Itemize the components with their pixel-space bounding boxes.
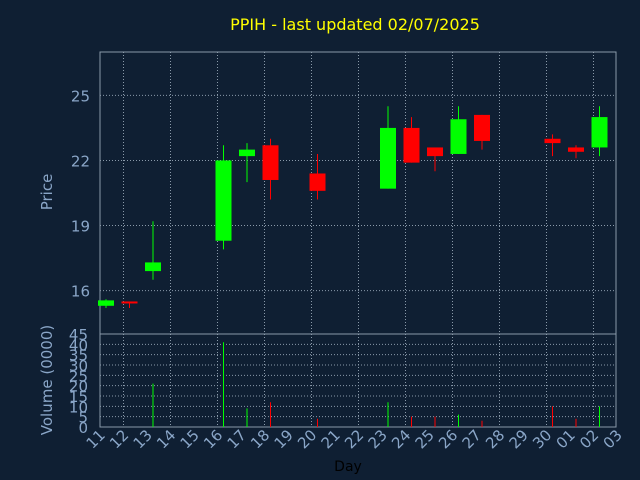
x-tick-label: 16 [200, 426, 226, 452]
volume-tick-label: 10 [69, 398, 88, 416]
price-tick-label: 22 [71, 152, 90, 170]
volume-tick-label: 0 [78, 419, 88, 437]
volume-tick-label: 15 [69, 388, 88, 406]
candle-body [450, 119, 467, 154]
candle-body [239, 149, 255, 157]
x-tick-label: 02 [576, 426, 602, 452]
volume-tick-label: 40 [69, 336, 88, 354]
x-tick-label: 24 [388, 426, 414, 452]
x-axis: 1112131415161718192021222324252627282930… [83, 426, 626, 452]
chart-title: PPIH - last updated 02/07/2025 [230, 15, 480, 34]
candle-body [474, 114, 490, 141]
x-tick-label: 18 [247, 426, 273, 452]
volume-tick-label: 5 [78, 409, 88, 427]
price-panel: 16 19 22 25 [71, 51, 617, 335]
price-tick-label: 25 [71, 87, 90, 105]
candle-body [309, 173, 326, 191]
x-tick-label: 13 [130, 426, 156, 452]
volume-tick-label: 25 [69, 367, 88, 385]
price-tick-label: 16 [71, 283, 90, 301]
candle-body [98, 300, 114, 306]
candle-body [568, 147, 584, 152]
x-tick-label: 23 [365, 426, 391, 452]
volume-tick-label: 30 [69, 357, 88, 375]
x-tick-label: 22 [341, 426, 367, 452]
x-tick-label: 20 [294, 426, 320, 452]
volume-tick-label: 45 [69, 326, 88, 344]
volume-tick-label: 35 [69, 347, 88, 365]
candle-body [121, 301, 138, 304]
volume-tick-label: 20 [69, 378, 88, 396]
candle-body [215, 160, 232, 241]
candle-body [380, 127, 396, 189]
candle-body [403, 127, 420, 163]
x-tick-label: 03 [600, 426, 626, 452]
x-tick-label: 30 [529, 426, 555, 452]
price-axis-label: Price [38, 174, 56, 211]
candle-body [427, 147, 443, 157]
x-tick-label: 21 [318, 426, 344, 452]
x-tick-label: 19 [271, 426, 297, 452]
price-tick-label: 19 [71, 218, 90, 236]
volume-axis-label: Volume (0000) [38, 325, 56, 435]
x-tick-label: 26 [435, 426, 461, 452]
x-axis-label: Day [334, 459, 362, 475]
x-tick-label: 15 [177, 426, 203, 452]
candle-body [145, 262, 161, 272]
x-tick-label: 14 [153, 426, 179, 452]
volume-plot-frame [99, 333, 617, 428]
x-tick-label: 29 [506, 426, 532, 452]
x-tick-label: 27 [459, 426, 485, 452]
candle-body [544, 138, 561, 144]
candle-body [591, 117, 608, 148]
x-tick-label: 01 [553, 426, 579, 452]
x-tick-label: 17 [224, 426, 250, 452]
candle-body [262, 145, 279, 180]
x-tick-label: 28 [482, 426, 508, 452]
x-tick-label: 12 [106, 426, 132, 452]
x-tick-label: 25 [412, 426, 438, 452]
